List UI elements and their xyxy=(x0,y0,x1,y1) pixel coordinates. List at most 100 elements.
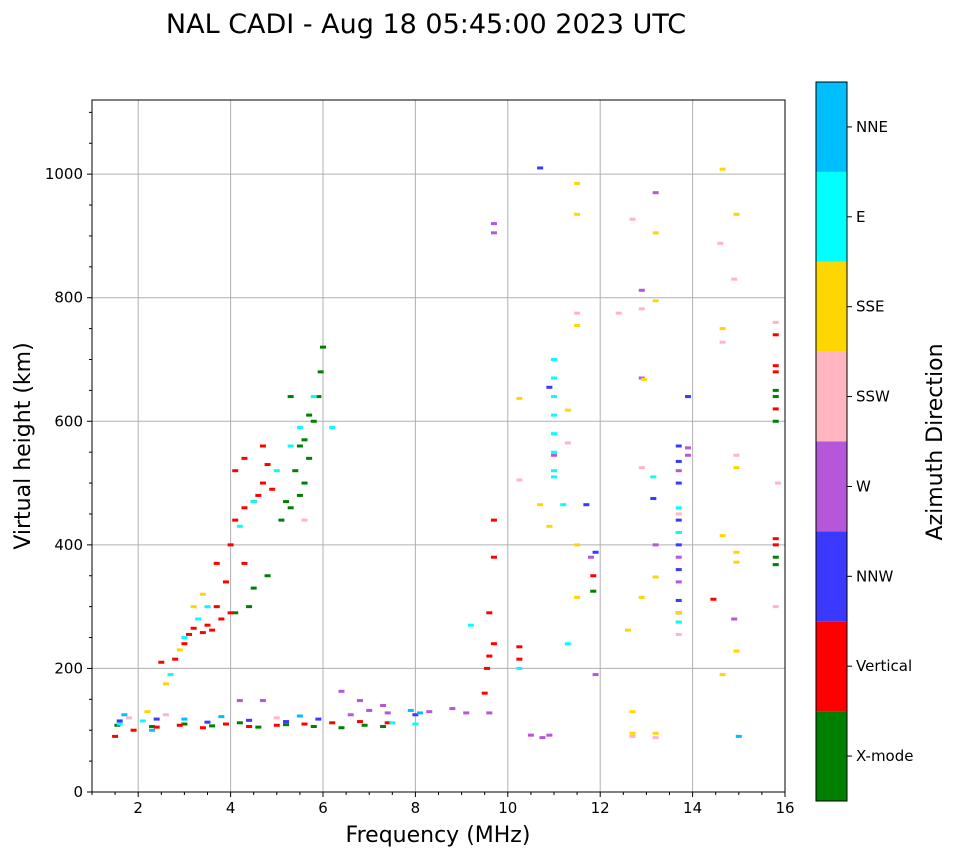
data-point xyxy=(329,721,336,725)
data-point xyxy=(719,534,726,538)
data-point xyxy=(735,734,742,738)
data-point xyxy=(463,711,470,715)
data-point xyxy=(675,611,682,615)
data-point xyxy=(652,575,659,579)
data-point xyxy=(338,689,345,693)
data-point xyxy=(551,475,557,479)
data-point xyxy=(407,708,414,712)
data-point xyxy=(125,716,132,720)
data-point xyxy=(527,733,534,737)
data-point xyxy=(246,605,253,609)
data-point xyxy=(287,506,294,510)
data-point xyxy=(259,699,266,703)
x-tick-label: 4 xyxy=(226,799,236,817)
data-point xyxy=(227,611,234,615)
data-point xyxy=(638,466,645,470)
data-point xyxy=(652,543,659,547)
data-point xyxy=(551,453,557,457)
data-point xyxy=(162,713,169,717)
data-point xyxy=(546,733,553,737)
data-point xyxy=(629,217,636,221)
data-point xyxy=(675,568,682,572)
data-point xyxy=(719,340,726,344)
data-point xyxy=(236,699,243,703)
data-point xyxy=(356,720,363,724)
data-point xyxy=(675,555,682,559)
data-point xyxy=(112,734,119,738)
y-tick-label: 200 xyxy=(54,659,83,677)
data-point xyxy=(675,598,682,602)
data-point xyxy=(590,574,597,578)
data-point xyxy=(733,453,740,457)
data-point xyxy=(241,561,248,565)
data-point xyxy=(121,713,128,717)
data-point xyxy=(283,720,290,724)
y-tick-label: 1000 xyxy=(45,165,83,183)
data-point xyxy=(199,726,206,730)
data-point xyxy=(733,466,740,470)
data-point xyxy=(250,500,257,504)
data-point xyxy=(551,413,557,417)
data-point xyxy=(116,719,123,723)
colorbar-segment xyxy=(816,531,847,622)
data-point xyxy=(629,731,636,735)
data-point xyxy=(710,597,717,601)
data-point xyxy=(296,714,303,718)
data-point xyxy=(347,713,354,717)
data-point xyxy=(356,699,363,703)
data-point xyxy=(204,623,211,627)
data-point xyxy=(116,722,123,726)
data-point xyxy=(301,481,308,485)
data-point xyxy=(516,396,523,400)
series-nne xyxy=(121,708,742,738)
x-axis-ticks: 2 4 6 8 10 12 14 16 xyxy=(91,792,795,817)
x-tick-label: 16 xyxy=(775,799,794,817)
data-point xyxy=(624,628,631,632)
data-point xyxy=(592,673,599,677)
data-point xyxy=(675,512,682,516)
data-point xyxy=(638,595,645,599)
data-point xyxy=(481,691,488,695)
data-point xyxy=(484,666,491,670)
data-point xyxy=(539,736,546,740)
y-tick-label: 800 xyxy=(54,289,83,307)
data-point xyxy=(652,231,659,235)
data-point xyxy=(590,589,597,593)
data-point xyxy=(733,649,740,653)
data-point xyxy=(296,444,303,448)
data-point xyxy=(516,666,523,670)
data-point xyxy=(167,673,174,677)
colorbar-label-e: E xyxy=(856,208,865,226)
data-point xyxy=(232,518,239,522)
data-point xyxy=(574,595,581,599)
data-point xyxy=(449,707,456,711)
data-point xyxy=(176,723,183,727)
data-point xyxy=(652,299,659,303)
data-point xyxy=(675,444,682,448)
data-point xyxy=(380,725,387,729)
data-point xyxy=(490,642,497,646)
data-point xyxy=(204,720,211,724)
data-point xyxy=(675,459,682,463)
data-point xyxy=(574,543,581,547)
data-point xyxy=(172,657,179,661)
data-point xyxy=(190,605,197,609)
data-point xyxy=(181,717,188,721)
data-point xyxy=(675,620,682,624)
data-point xyxy=(412,722,419,726)
data-point xyxy=(315,717,322,721)
data-point xyxy=(426,710,433,714)
data-point xyxy=(574,181,581,185)
data-point xyxy=(551,358,557,361)
data-point xyxy=(259,481,266,485)
data-point xyxy=(719,327,726,331)
y-axis-ticks: 0 200 400 600 800 1000 xyxy=(45,111,92,801)
data-point xyxy=(241,456,248,460)
data-point xyxy=(675,518,682,522)
data-point xyxy=(772,395,779,399)
data-point xyxy=(652,736,659,740)
colorbar-frame xyxy=(815,81,848,802)
data-point xyxy=(772,563,779,567)
data-point xyxy=(629,710,636,714)
data-point xyxy=(361,723,368,727)
